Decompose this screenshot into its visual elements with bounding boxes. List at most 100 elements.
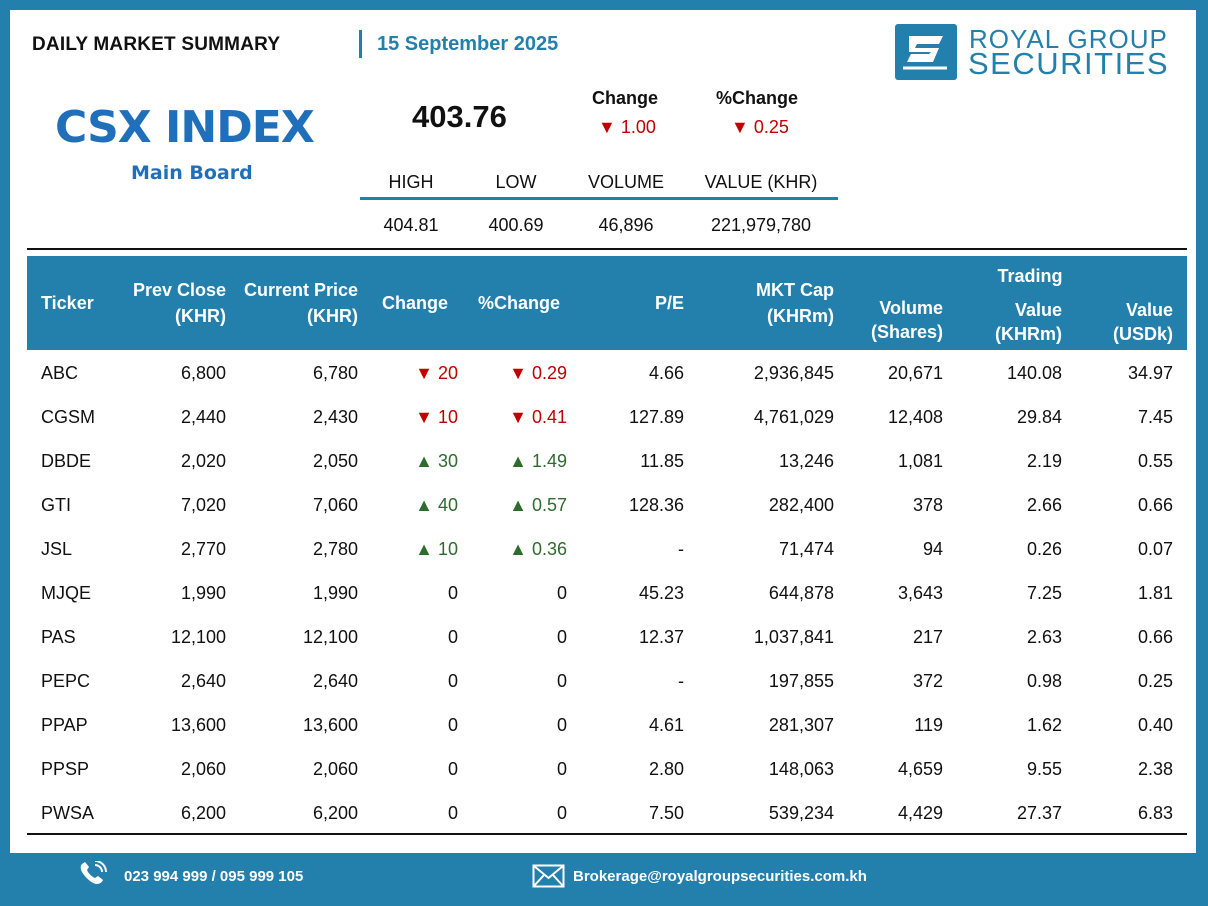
cell-volume: 217 bbox=[912, 627, 943, 647]
cell-ticker: PPAP bbox=[41, 715, 88, 735]
cell-pe: 11.85 bbox=[640, 451, 684, 471]
cell-value-khr: 9.55 bbox=[1026, 759, 1062, 779]
cell-change: 0 bbox=[447, 759, 458, 779]
cell-pct-change: ▲ 0.36 bbox=[509, 539, 567, 559]
cell-pe: - bbox=[678, 539, 684, 559]
cell-current-price: 6,200 bbox=[312, 803, 358, 823]
cell-ticker: DBDE bbox=[41, 451, 92, 471]
cell-ticker: GTI bbox=[41, 495, 71, 515]
table-row: PWSA 6,200 6,200 0 0 7.50 539,234 4,429 27.37 6.8… bbox=[27, 792, 1187, 836]
cell-mkt-cap: 539,234 bbox=[768, 803, 834, 823]
cell-ticker: CGSM bbox=[41, 407, 95, 427]
stat-header-high: HIGH bbox=[388, 172, 434, 192]
table-row: DBDE 2,020 2,050 ▲ 30 ▲ 1.49 11.85 13,246 1,081… bbox=[27, 440, 1187, 484]
footer-email[interactable]: Brokerage@royalgroupsecurities.com.kh bbox=[573, 868, 867, 885]
cell-ticker: PEPC bbox=[41, 671, 91, 691]
cell-prev-close: 2,440 bbox=[180, 407, 226, 427]
cell-value-khr: 0.26 bbox=[1026, 539, 1062, 559]
col-group-trading: Trading bbox=[997, 266, 1063, 286]
cell-mkt-cap: 282,400 bbox=[768, 495, 834, 515]
cell-mkt-cap: 644,878 bbox=[768, 583, 834, 603]
cell-value-khr: 0.98 bbox=[1026, 671, 1062, 691]
table-header: Ticker Prev Close (KHR) Current Price (K… bbox=[27, 256, 1187, 350]
table-bottom-rule bbox=[27, 833, 1187, 835]
cell-change: ▼ 20 bbox=[415, 363, 458, 383]
cell-change: 0 bbox=[447, 671, 458, 691]
col-volume: Volume bbox=[879, 298, 943, 318]
cell-change: ▼ 10 bbox=[415, 407, 458, 427]
cell-value-usd: 0.55 bbox=[1137, 451, 1173, 471]
footer: 023 994 999 / 095 999 105 Brokerage@roya… bbox=[0, 853, 1208, 906]
cell-change: 0 bbox=[447, 715, 458, 735]
cell-prev-close: 12,100 bbox=[170, 627, 226, 647]
table-row: PEPC 2,640 2,640 0 0 - 197,855 372 0.98 0.25 bbox=[27, 660, 1187, 704]
cell-mkt-cap: 2,936,845 bbox=[753, 363, 834, 383]
logo-text-royal-group: ROYAL GROUP bbox=[969, 24, 1168, 54]
cell-pct-change: 0 bbox=[556, 671, 567, 691]
cell-pe: 2.80 bbox=[648, 759, 684, 779]
cell-pct-change: ▼ 0.41 bbox=[509, 407, 567, 427]
cell-pe: - bbox=[678, 671, 684, 691]
cell-prev-close: 6,200 bbox=[180, 803, 226, 823]
stat-header-low: LOW bbox=[495, 172, 537, 192]
section-divider bbox=[27, 248, 1187, 250]
cell-current-price: 2,060 bbox=[312, 759, 358, 779]
cell-current-price: 7,060 bbox=[312, 495, 358, 515]
logo-mark-icon bbox=[895, 24, 957, 80]
cell-volume: 20,671 bbox=[887, 363, 943, 383]
cell-mkt-cap: 1,037,841 bbox=[753, 627, 834, 647]
cell-ticker: PPSP bbox=[41, 759, 90, 779]
cell-change: 0 bbox=[447, 803, 458, 823]
table-row: ABC 6,800 6,780 ▼ 20 ▼ 0.29 4.66 2,936,845 20,6… bbox=[27, 352, 1187, 396]
index-pct-change-label: %Change bbox=[716, 88, 799, 108]
stat-value-value: 221,979,780 bbox=[710, 215, 812, 235]
cell-value-usd: 0.07 bbox=[1137, 539, 1173, 559]
cell-prev-close: 2,770 bbox=[180, 539, 226, 559]
cell-mkt-cap: 4,761,029 bbox=[753, 407, 834, 427]
cell-prev-close: 2,060 bbox=[180, 759, 226, 779]
table-row: MJQE 1,990 1,990 0 0 45.23 644,878 3,643 7.25 1.8… bbox=[27, 572, 1187, 616]
cell-current-price: 12,100 bbox=[302, 627, 358, 647]
cell-volume: 119 bbox=[914, 715, 943, 735]
cell-change: ▲ 40 bbox=[415, 495, 458, 515]
cell-prev-close: 1,990 bbox=[180, 583, 226, 603]
col-value-usd: Value bbox=[1125, 300, 1173, 320]
cell-value-usd: 0.40 bbox=[1137, 715, 1173, 735]
footer-phone[interactable]: 023 994 999 / 095 999 105 bbox=[124, 868, 304, 885]
cell-current-price: 13,600 bbox=[302, 715, 358, 735]
cell-value-usd: 1.81 bbox=[1137, 583, 1173, 603]
cell-prev-close: 13,600 bbox=[170, 715, 226, 735]
col-current-price: Current Price bbox=[243, 280, 358, 300]
summary-card: DAILY MARKET SUMMARY 15 September 2025 R… bbox=[10, 10, 1196, 853]
col-value-usd-unit: (USDk) bbox=[1112, 324, 1173, 344]
cell-volume: 4,429 bbox=[897, 803, 943, 823]
table-row: PPAP 13,600 13,600 0 0 4.61 281,307 119 1.62 0.40 bbox=[27, 704, 1187, 748]
table-row: PAS 12,100 12,100 0 0 12.37 1,037,841 217 2.63 0.… bbox=[27, 616, 1187, 660]
cell-ticker: PAS bbox=[41, 627, 76, 647]
table-row: PPSP 2,060 2,060 0 0 2.80 148,063 4,659 9.55 2.38 bbox=[27, 748, 1187, 792]
cell-current-price: 2,050 bbox=[312, 451, 358, 471]
cell-pct-change: 0 bbox=[556, 583, 567, 603]
cell-value-usd: 7.45 bbox=[1137, 407, 1173, 427]
cell-volume: 4,659 bbox=[897, 759, 943, 779]
cell-change: ▲ 10 bbox=[415, 539, 458, 559]
cell-volume: 378 bbox=[912, 495, 943, 515]
col-ticker: Ticker bbox=[41, 293, 94, 313]
cell-pe: 128.36 bbox=[628, 495, 684, 515]
col-prev-close: Prev Close bbox=[132, 280, 226, 300]
cell-current-price: 2,780 bbox=[312, 539, 358, 559]
col-mkt-cap-unit: (KHRm) bbox=[767, 306, 834, 326]
company-logo: ROYAL GROUP SECURITIES bbox=[895, 24, 1185, 81]
cell-current-price: 2,430 bbox=[312, 407, 358, 427]
cell-value-usd: 2.38 bbox=[1137, 759, 1173, 779]
cell-value-usd: 0.66 bbox=[1137, 495, 1173, 515]
index-name: CSX INDEX bbox=[55, 102, 315, 153]
col-current-price-unit: (KHR) bbox=[307, 306, 358, 326]
table-row: CGSM 2,440 2,430 ▼ 10 ▼ 0.41 127.89 4,761,029 1… bbox=[27, 396, 1187, 440]
cell-pct-change: ▲ 0.57 bbox=[509, 495, 567, 515]
cell-current-price: 6,780 bbox=[312, 363, 358, 383]
cell-volume: 3,643 bbox=[897, 583, 943, 603]
index-value: 403.76 bbox=[412, 99, 507, 134]
index-pct-change-value: ▼ 0.25 bbox=[731, 117, 789, 137]
cell-value-khr: 7.25 bbox=[1026, 583, 1062, 603]
